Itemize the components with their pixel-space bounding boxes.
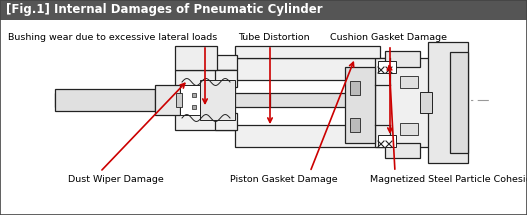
Bar xyxy=(385,51,420,67)
Text: [Fig.1] Internal Damages of Pneumatic Cylinder: [Fig.1] Internal Damages of Pneumatic Cy… xyxy=(6,3,323,17)
Bar xyxy=(175,70,235,130)
Text: Tube Distortion: Tube Distortion xyxy=(238,32,310,41)
Bar xyxy=(400,123,418,135)
Bar xyxy=(385,143,420,158)
Bar xyxy=(235,58,385,80)
Text: Bushing wear due to excessive lateral loads: Bushing wear due to excessive lateral lo… xyxy=(8,32,217,41)
Bar xyxy=(215,113,237,130)
Bar xyxy=(215,55,237,70)
Bar xyxy=(155,85,180,115)
Text: Magnetized Steel Particle Cohesion: Magnetized Steel Particle Cohesion xyxy=(370,175,527,184)
Bar xyxy=(176,93,182,107)
Text: Cushion Gasket Damage: Cushion Gasket Damage xyxy=(330,32,447,41)
Bar xyxy=(235,125,385,147)
Bar xyxy=(0,0,527,20)
Bar xyxy=(428,42,468,163)
Bar xyxy=(235,46,380,58)
Bar xyxy=(378,135,396,147)
Bar xyxy=(400,76,418,88)
Bar xyxy=(345,67,375,143)
Text: Dust Wiper Damage: Dust Wiper Damage xyxy=(68,175,164,184)
Bar xyxy=(420,92,432,113)
Bar xyxy=(180,85,200,115)
Bar xyxy=(215,70,237,87)
Bar xyxy=(55,89,155,111)
Text: Piston Gasket Damage: Piston Gasket Damage xyxy=(230,175,338,184)
Bar xyxy=(175,46,217,70)
Bar xyxy=(375,58,430,147)
Bar xyxy=(55,93,270,107)
Bar xyxy=(350,118,360,132)
Bar xyxy=(200,80,235,120)
Bar xyxy=(192,105,196,109)
Bar xyxy=(450,52,468,153)
Bar xyxy=(378,61,396,73)
Bar xyxy=(192,93,196,97)
Bar xyxy=(350,81,360,95)
Bar xyxy=(270,93,348,107)
